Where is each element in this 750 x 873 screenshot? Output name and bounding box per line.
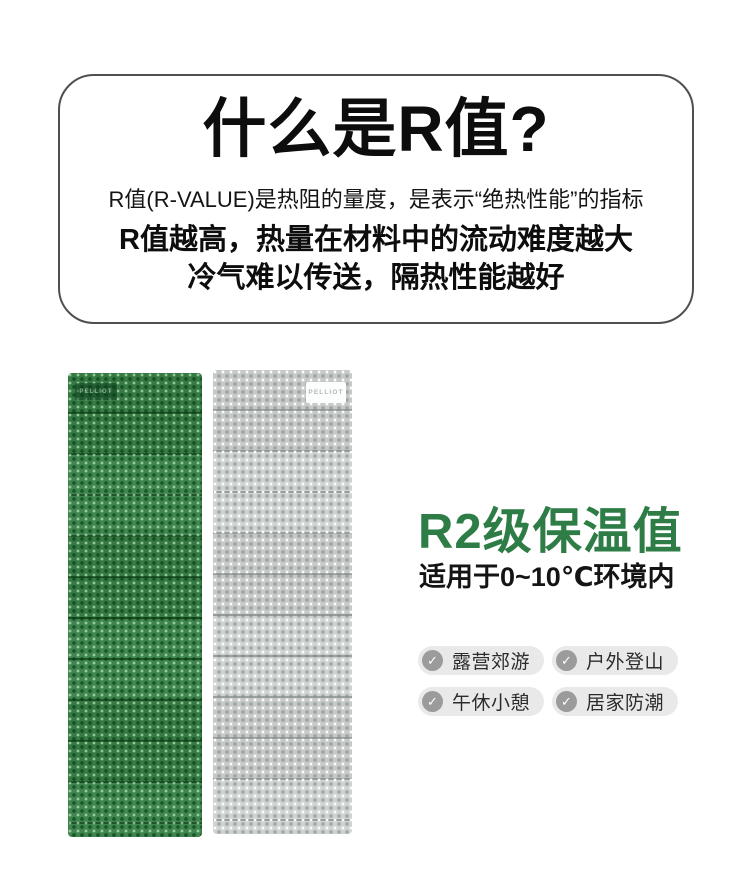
green-mat-image: PELLIOT: [68, 373, 202, 837]
rating-subtitle: 适用于0~10℃环境内: [419, 562, 675, 592]
tag-label: 居家防潮: [586, 693, 665, 714]
feature-tag-nap: ✓ 午休小憩: [418, 687, 545, 716]
check-icon: ✓: [556, 691, 577, 712]
card-subtitle: R值(R-VALUE)是热阻的量度，是表示“绝热性能”的指标: [108, 187, 644, 213]
tag-label: 午休小憩: [452, 693, 531, 714]
feature-tag-moistureproof: ✓ 居家防潮: [552, 687, 679, 716]
feature-tag-hiking: ✓ 户外登山: [552, 646, 679, 675]
gray-mat-brand-label: PELLIOT: [306, 382, 346, 403]
tag-label: 露营郊游: [452, 652, 531, 673]
rating-title: R2级保温值: [418, 505, 683, 559]
gray-mat-image: PELLIOT: [213, 370, 352, 834]
green-mat-brand-label: PELLIOT: [75, 383, 117, 400]
check-icon: ✓: [422, 691, 443, 712]
r-value-info-card: 什么是R值? R值(R-VALUE)是热阻的量度，是表示“绝热性能”的指标 R值…: [58, 74, 694, 324]
feature-tag-camping: ✓ 露营郊游: [418, 646, 545, 675]
feature-tags: ✓ 露营郊游 ✓ 户外登山 ✓ 午休小憩 ✓ 居家防潮: [418, 646, 679, 716]
card-highlight-line-2: 冷气难以传送，隔热性能越好: [187, 262, 565, 295]
card-title: 什么是R值?: [202, 93, 550, 165]
check-icon: ✓: [556, 650, 577, 671]
tag-label: 户外登山: [586, 652, 665, 673]
check-icon: ✓: [422, 650, 443, 671]
card-highlight-line-1: R值越高，热量在材料中的流动难度越大: [119, 224, 633, 257]
